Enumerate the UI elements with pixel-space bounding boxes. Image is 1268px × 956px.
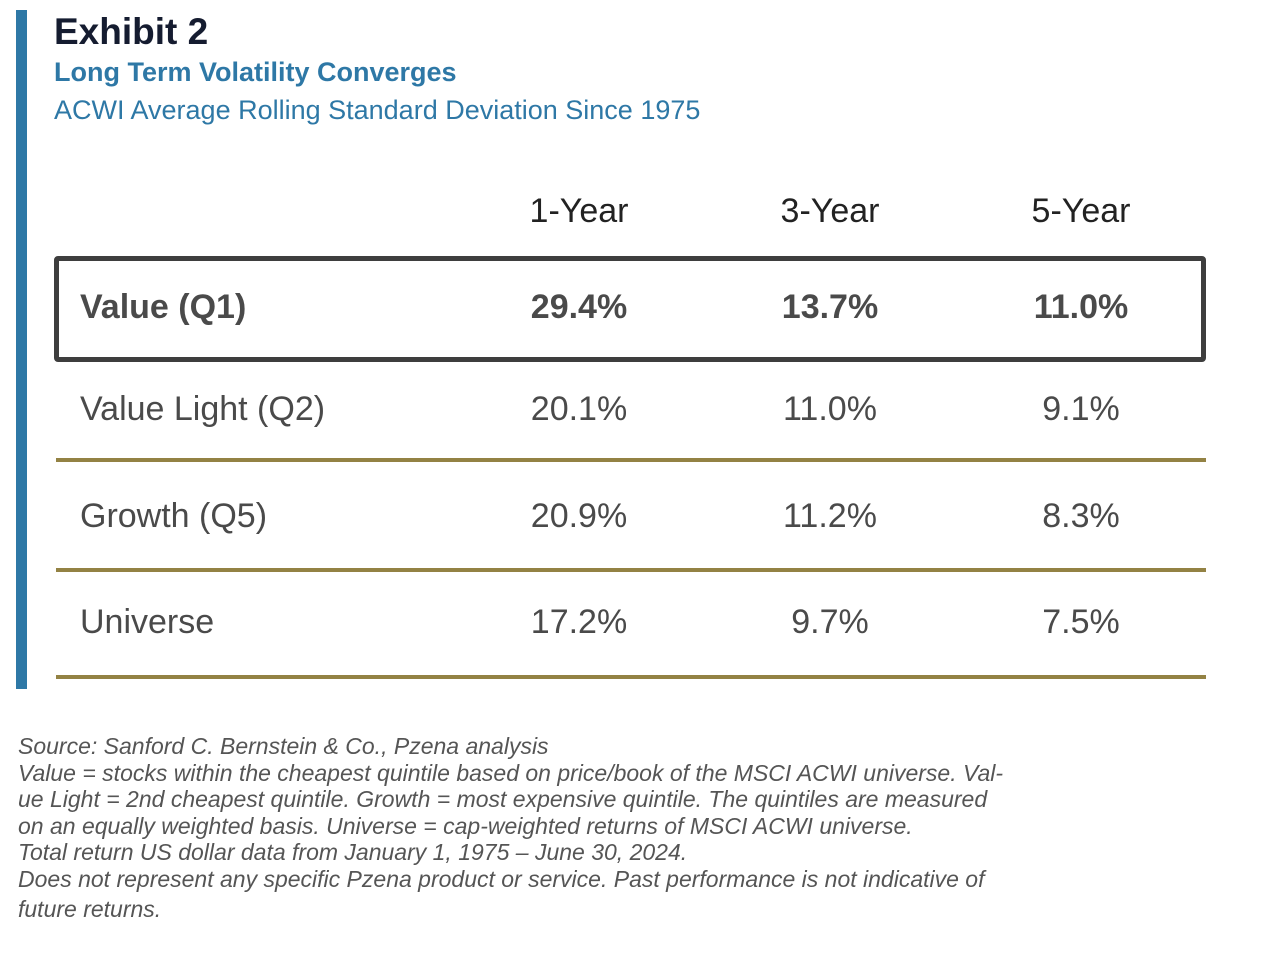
- footnote-line: Does not represent any specific Pzena pr…: [18, 865, 985, 892]
- accent-bar: [16, 10, 27, 689]
- row-label-value-q1: Value (Q1): [80, 288, 247, 326]
- cell-value-light-q2-5y: 9.1%: [1042, 390, 1120, 428]
- cell-universe-5y: 7.5%: [1042, 603, 1120, 641]
- table-bottom-rule: [56, 675, 1206, 679]
- row-label-universe: Universe: [80, 603, 215, 641]
- footnote-line: Value = stocks within the cheapest quint…: [18, 759, 1004, 786]
- exhibit-label: Exhibit 2: [54, 11, 209, 52]
- footnote-line: future returns.: [18, 896, 162, 922]
- footnote-line: on an equally weighted basis. Universe =…: [18, 812, 913, 839]
- cell-value-light-q2-3y: 11.0%: [783, 390, 877, 428]
- footnote-line: ue Light = 2nd cheapest quintile. Growth…: [18, 786, 988, 812]
- column-header-3-year: 3-Year: [780, 192, 880, 230]
- row-label-growth-q5: Growth (Q5): [80, 497, 268, 535]
- chart-subtitle: ACWI Average Rolling Standard Deviation …: [54, 95, 701, 125]
- footnotes: Source: Sanford C. Bernstein & Co., Pzen…: [18, 733, 1253, 923]
- cell-value-q1-3y: 13.7%: [781, 288, 879, 326]
- source-note: Source: Sanford C. Bernstein & Co., Pzen…: [18, 733, 549, 759]
- highlight-box: [54, 256, 1206, 362]
- chart-title: Long Term Volatility Converges: [54, 57, 457, 87]
- cell-growth-q5-1y: 20.9%: [530, 497, 628, 535]
- cell-value-light-q2-1y: 20.1%: [530, 390, 628, 428]
- row-divider: [56, 568, 1206, 572]
- column-header-1-year: 1-Year: [529, 192, 629, 230]
- row-divider: [56, 458, 1206, 462]
- cell-universe-1y: 17.2%: [530, 603, 628, 641]
- column-header-5-year: 5-Year: [1031, 192, 1131, 230]
- cell-growth-q5-3y: 11.2%: [783, 497, 877, 535]
- footnote-line: Total return US dollar data from January…: [18, 839, 688, 865]
- cell-value-q1-5y: 11.0%: [1033, 288, 1129, 326]
- cell-growth-q5-5y: 8.3%: [1042, 497, 1120, 535]
- cell-universe-3y: 9.7%: [791, 603, 869, 641]
- row-label-value-light-q2: Value Light (Q2): [80, 390, 326, 428]
- cell-value-q1-1y: 29.4%: [530, 288, 628, 326]
